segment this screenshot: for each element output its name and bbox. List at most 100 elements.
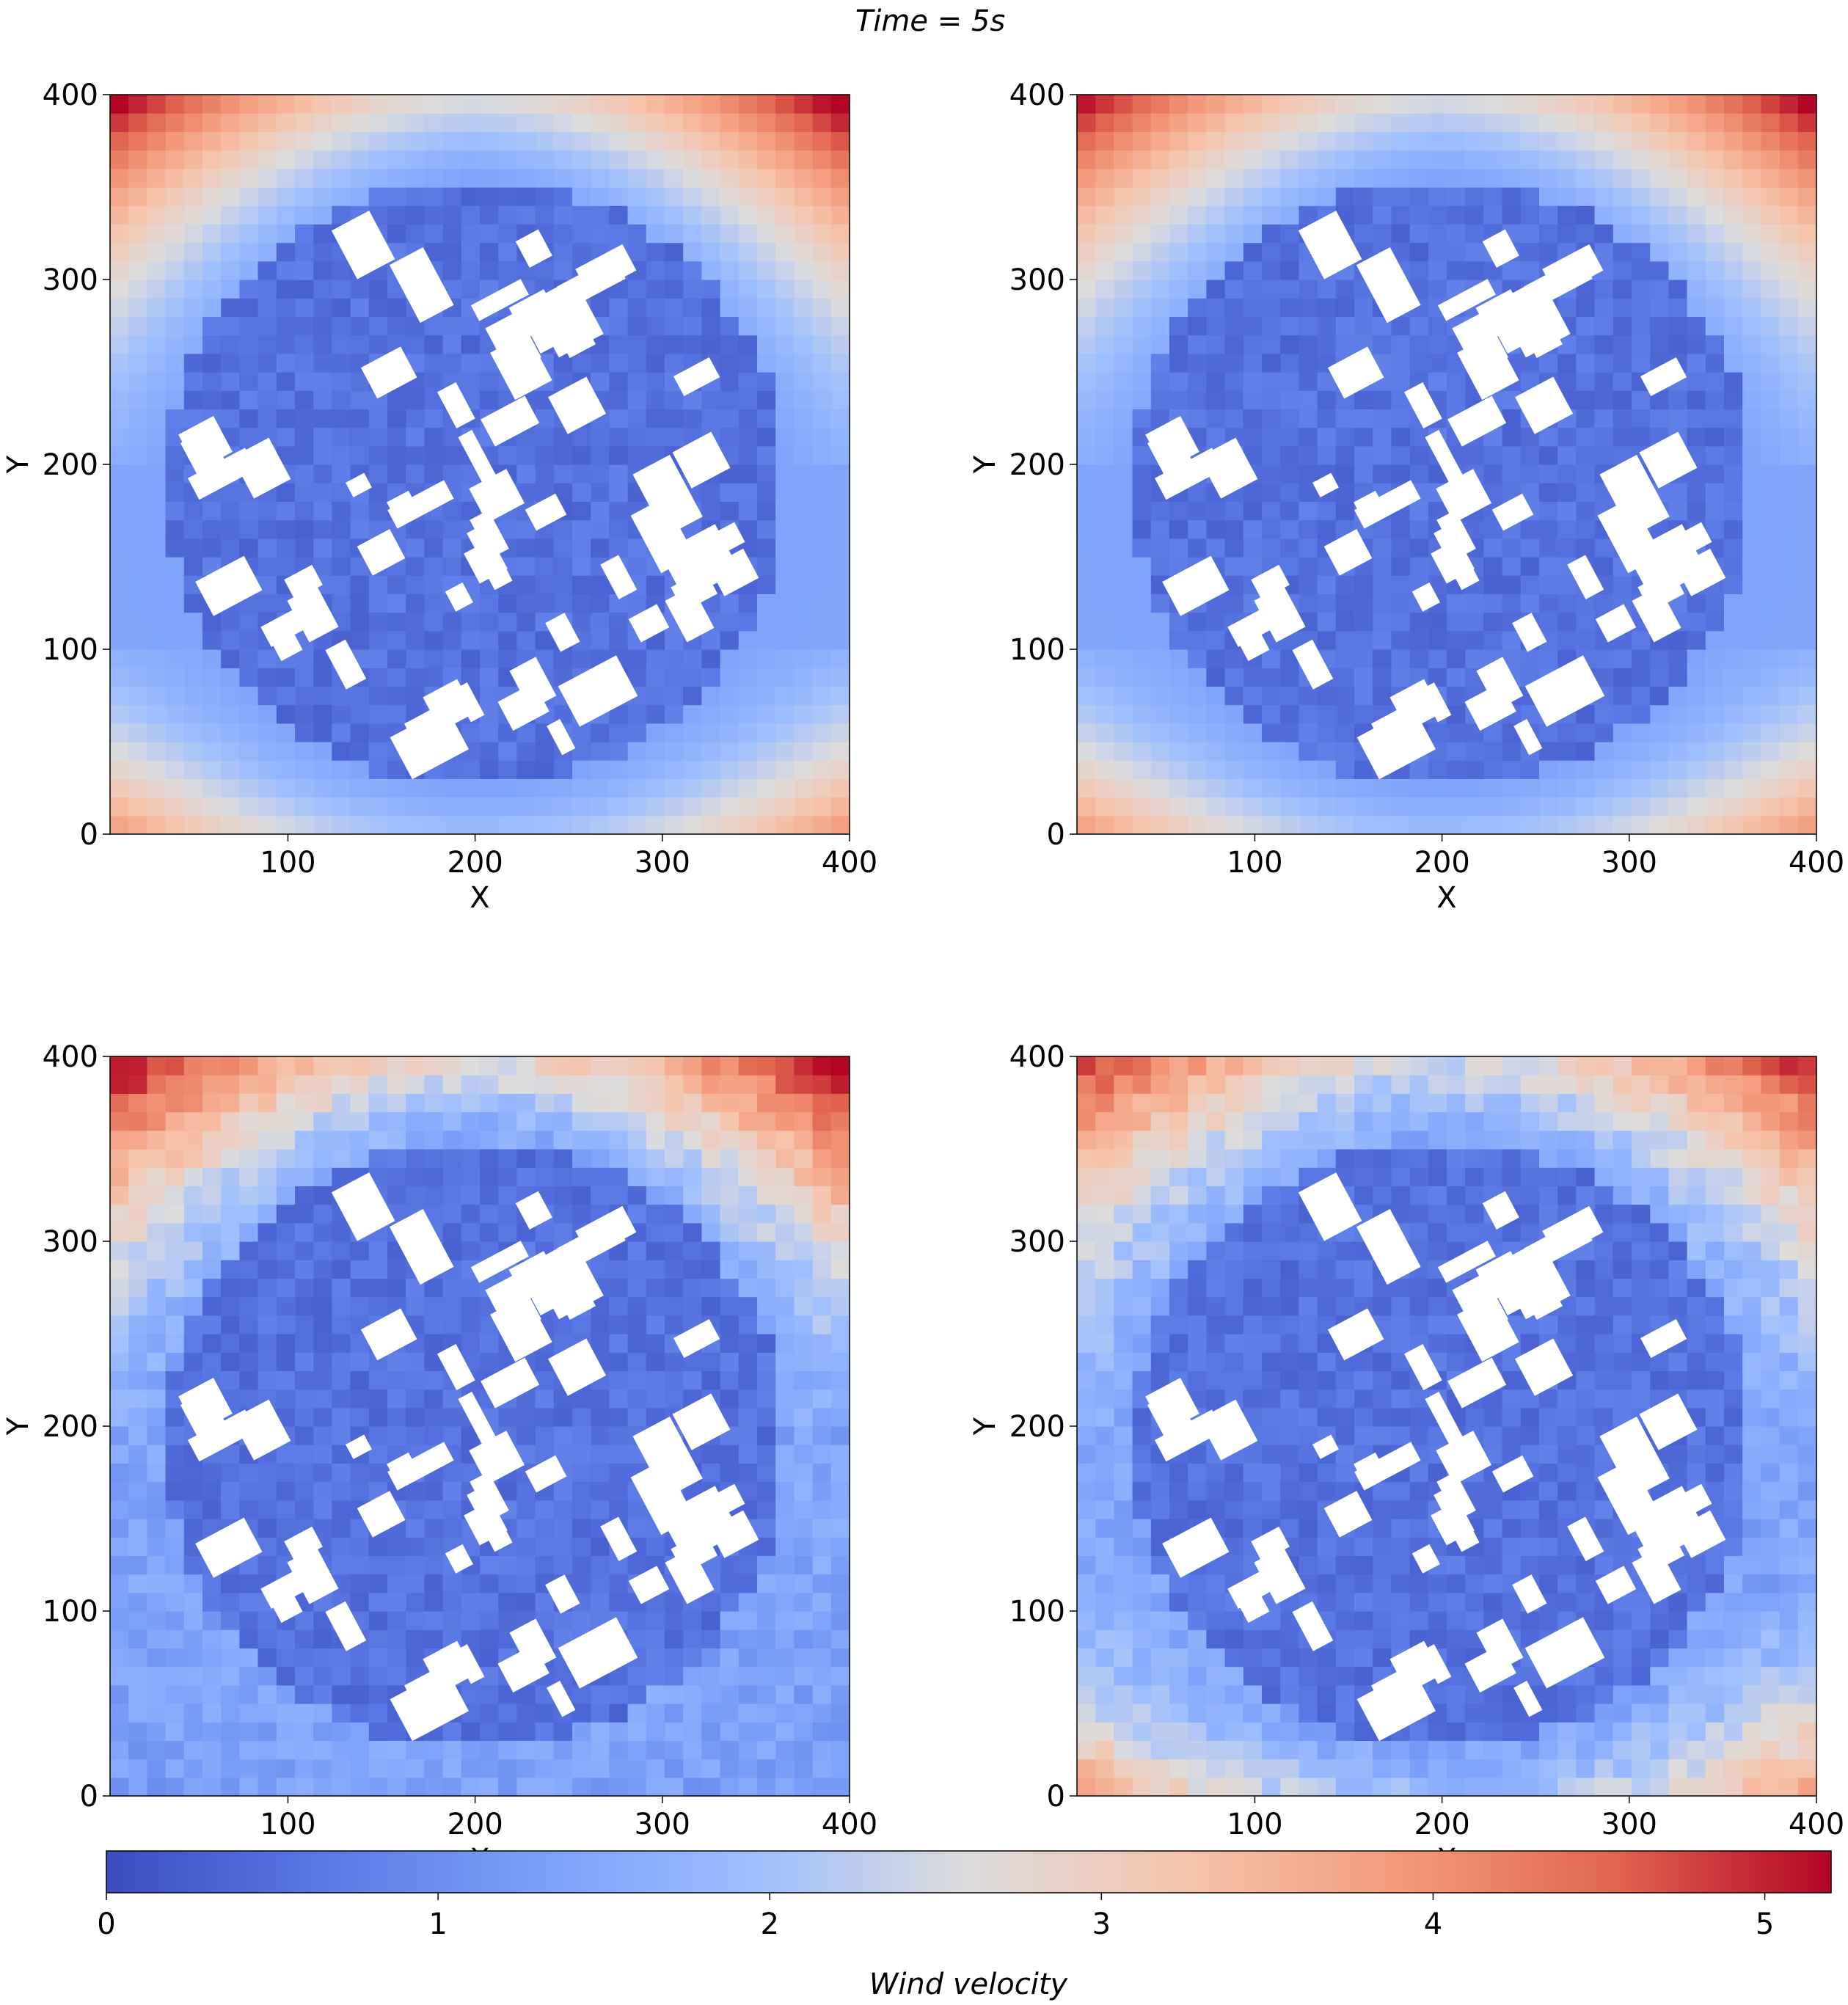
heatmap-cell <box>1594 409 1614 428</box>
heatmap-cell <box>258 1740 277 1760</box>
heatmap-cell <box>183 1648 203 1668</box>
heatmap-cell <box>1335 95 1355 114</box>
heatmap-cell <box>794 1703 814 1723</box>
heatmap-cell <box>1243 316 1263 336</box>
heatmap-cell <box>110 538 129 558</box>
heatmap-cell <box>1576 298 1596 317</box>
heatmap-cell <box>1742 630 1761 650</box>
heatmap-cell <box>775 612 795 632</box>
heatmap-cell <box>350 390 370 409</box>
heatmap-cell <box>368 815 388 835</box>
heatmap-cell <box>609 519 629 539</box>
heatmap-cell <box>128 187 147 206</box>
heatmap-cell <box>701 1722 721 1741</box>
heatmap-cell <box>1761 427 1781 447</box>
heatmap-cell <box>202 704 222 724</box>
heatmap-cell <box>1428 649 1447 668</box>
heatmap-cell <box>313 1241 332 1260</box>
heatmap-cell <box>1576 723 1596 742</box>
heatmap-cell <box>830 445 850 465</box>
heatmap-cell <box>1280 483 1299 502</box>
heatmap-cell <box>147 95 167 114</box>
heatmap-cell <box>1409 778 1429 798</box>
heatmap-cell <box>1632 95 1651 114</box>
heatmap-cell <box>332 760 351 779</box>
heatmap-cell <box>1299 464 1318 483</box>
heatmap-cell <box>313 1370 332 1390</box>
heatmap-cell <box>406 1519 425 1538</box>
heatmap-cell <box>1742 594 1761 613</box>
heatmap-cell <box>406 205 425 224</box>
heatmap-cell <box>1280 668 1299 687</box>
heatmap-cell <box>1687 483 1706 502</box>
heatmap-cell <box>830 1648 850 1668</box>
heatmap-cell <box>480 1777 499 1797</box>
heatmap-cell <box>1761 168 1781 188</box>
heatmap-cell <box>1224 353 1244 373</box>
heatmap-cell <box>424 1629 444 1648</box>
heatmap-cell <box>1262 538 1281 558</box>
heatmap-cell <box>498 612 517 632</box>
heatmap-cell <box>1262 668 1281 687</box>
heatmap-cell <box>202 1241 222 1260</box>
heatmap-cell <box>1280 538 1299 558</box>
heatmap-cell <box>387 168 406 188</box>
heatmap-cell <box>1557 464 1577 483</box>
heatmap-cell <box>461 224 481 244</box>
heatmap-cell <box>368 778 388 798</box>
heatmap-cell <box>128 815 147 835</box>
heatmap-cell <box>830 1222 850 1242</box>
heatmap-cell <box>313 1315 332 1334</box>
heatmap-cell <box>442 113 462 132</box>
heatmap-cell <box>1299 519 1318 539</box>
heatmap-cell <box>720 1056 739 1075</box>
heatmap-cell <box>1317 612 1337 632</box>
heatmap-cell <box>1077 445 1096 465</box>
heatmap-cell <box>128 1592 147 1612</box>
heatmap-cell <box>480 1684 499 1704</box>
heatmap-cell <box>1132 649 1152 668</box>
heatmap-cell <box>461 1130 481 1150</box>
heatmap-cell <box>1650 742 1669 761</box>
heatmap-cell <box>1188 760 1207 779</box>
heatmap-cell <box>701 1204 721 1224</box>
heatmap-cell <box>535 1056 555 1075</box>
heatmap-cell <box>165 778 185 798</box>
heatmap-cell <box>1224 519 1244 539</box>
heatmap-cell <box>609 131 629 151</box>
heatmap-cell <box>738 1703 758 1723</box>
heatmap-cell <box>1373 445 1392 465</box>
heatmap-cell <box>183 1149 203 1168</box>
heatmap-cell <box>646 260 665 280</box>
heatmap-cell <box>424 668 444 687</box>
heatmap-cell <box>368 575 388 594</box>
heatmap-cell <box>239 280 259 299</box>
heatmap-cell <box>498 1555 517 1575</box>
heatmap-cell <box>1317 445 1337 465</box>
heatmap-cell <box>1576 445 1596 465</box>
heatmap-cell <box>1557 742 1577 761</box>
heatmap-cell <box>591 1093 610 1113</box>
heatmap-cell <box>258 1722 277 1741</box>
heatmap-cell <box>683 1111 702 1131</box>
heatmap-cell <box>1779 409 1799 428</box>
heatmap-cell <box>147 1426 167 1445</box>
heatmap-cell <box>1262 704 1281 724</box>
heatmap-cell <box>1188 649 1207 668</box>
heatmap-cell <box>1409 205 1429 224</box>
heatmap-cell <box>646 1186 665 1205</box>
heatmap-cell <box>812 1537 832 1556</box>
heatmap-cell <box>1742 742 1761 761</box>
heatmap-cell <box>535 1537 555 1556</box>
heatmap-cell <box>128 575 147 594</box>
heatmap-cell <box>1724 187 1743 206</box>
heatmap-cell <box>775 150 795 169</box>
heatmap-cell <box>1502 187 1522 206</box>
heatmap-cell <box>646 390 665 409</box>
heatmap-cell <box>461 1722 481 1741</box>
heatmap-cell <box>535 1222 555 1242</box>
heatmap-cell <box>110 1370 129 1390</box>
heatmap-cell <box>1428 131 1447 151</box>
heatmap-cell <box>1447 372 1466 391</box>
heatmap-cell <box>313 1075 332 1094</box>
